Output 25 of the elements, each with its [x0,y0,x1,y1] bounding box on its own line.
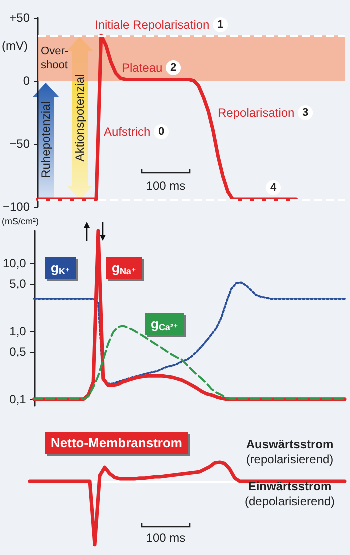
annotation: 4 [270,182,278,194]
annotation: 100 ms [146,531,186,545]
y-tick-label: 1,0 [10,324,27,338]
y-tick-label: 0,5 [10,344,27,359]
y-axis-title: (mS/cm²) [2,216,39,226]
y-tick-label: 0 [23,74,30,88]
annotation: Plateau 2 [122,61,177,75]
y-tick-label: 10,0 [2,256,27,270]
series-label: Netto-Membranstrom [51,436,182,450]
annotation: Initiale Repolarisation 1 [95,18,224,32]
line-series [33,282,346,385]
annotation: Auswärtsstrom (repolarisierend) [246,438,334,466]
annotation: 100 ms [146,179,186,193]
y-tick-label: +50 [10,11,30,25]
y-tick-label: −50 [10,137,30,151]
annotation: Ruhepotenzial [39,102,53,178]
y-tick-label: −100 [3,200,30,214]
annotation: Repolarisation 3 [218,106,309,120]
y-axis-title: (mV) [2,39,28,53]
annotation: Aufstrich 0 [104,125,165,139]
annotation: Einwärtsstrom (depolarisierend) [244,480,336,508]
annotation: Aktionspotenzial [73,74,87,162]
band-label: Over- shoot [41,45,69,72]
y-tick-label: 0,1 [10,392,27,406]
y-tick-label: 5,0 [10,276,27,291]
